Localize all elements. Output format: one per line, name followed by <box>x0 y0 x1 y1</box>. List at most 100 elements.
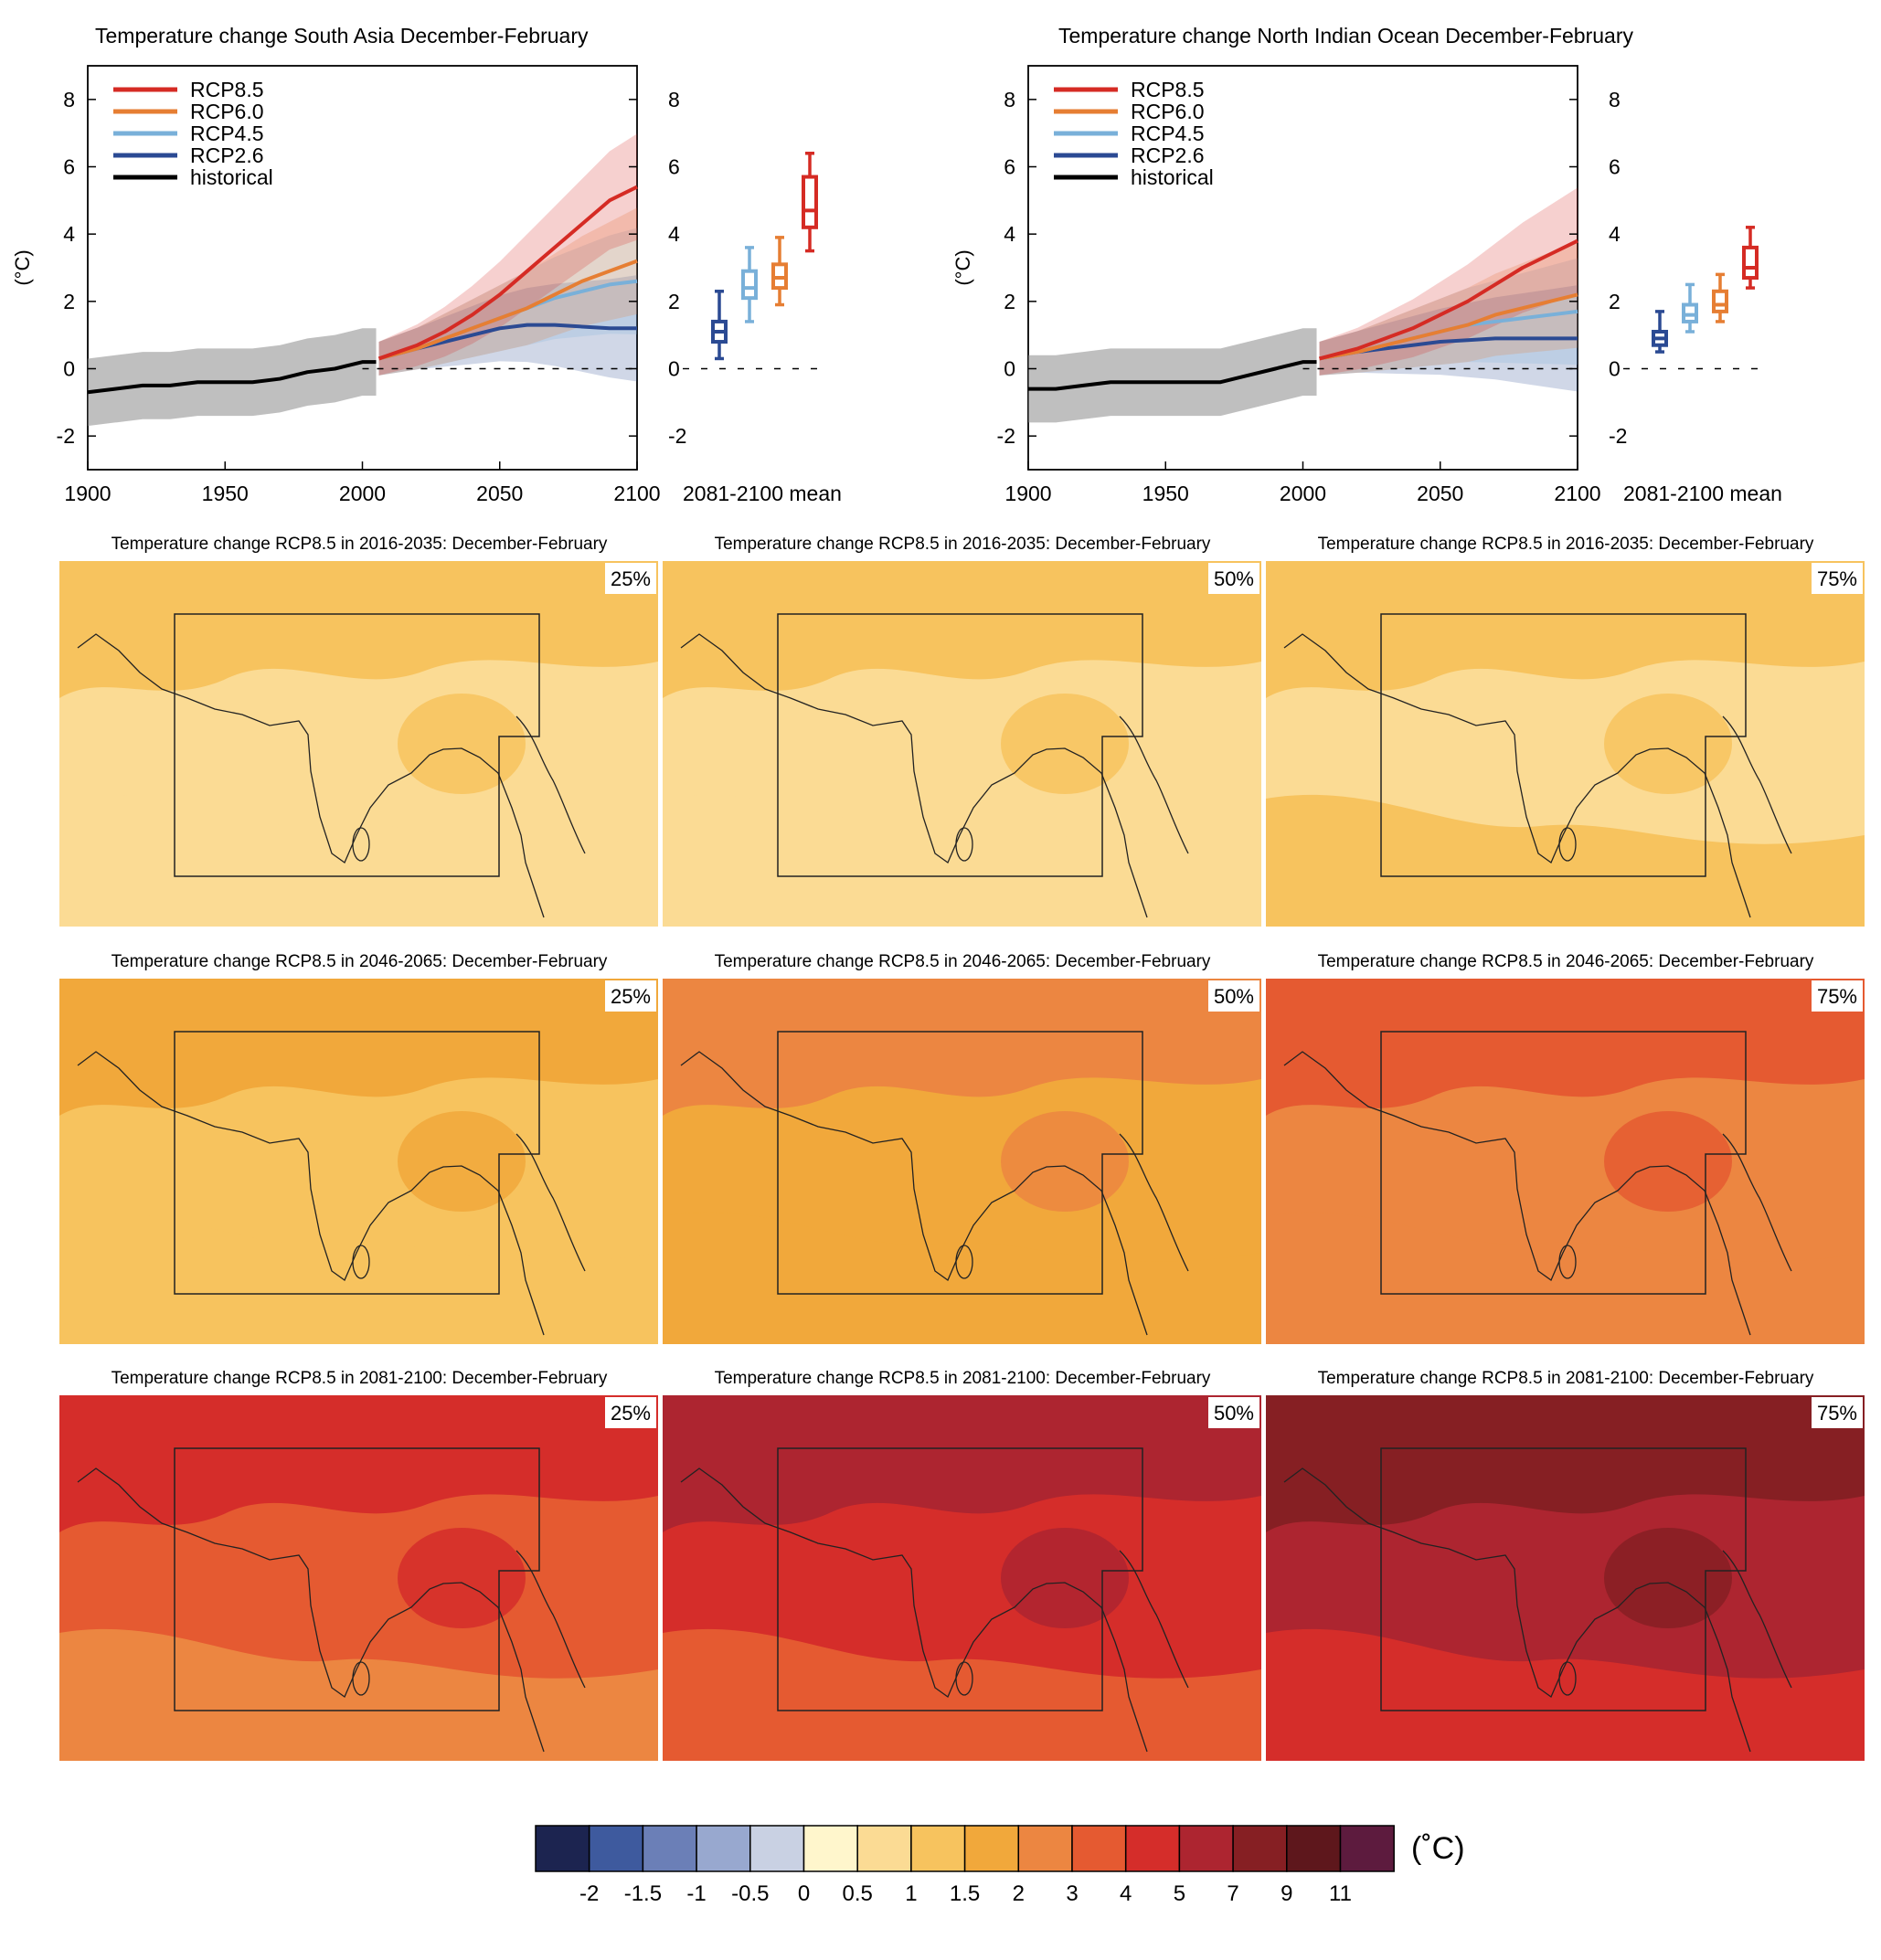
coastline <box>1722 715 1792 854</box>
percentile-label: 25% <box>604 980 656 1012</box>
map-panel: 75% <box>1266 979 1865 1344</box>
x-tick-label: 1950 <box>202 482 249 505</box>
box-panel-label: 2081-2100 mean <box>1623 482 1782 505</box>
x-tick-label: 2050 <box>476 482 523 505</box>
legend-entry: RCP4.5 <box>1131 122 1205 145</box>
y-tick-label-right: 4 <box>668 222 680 246</box>
map-contour-north <box>59 979 658 1116</box>
island-outline <box>955 1245 973 1279</box>
x-tick-label: 1900 <box>64 482 111 505</box>
box-rcp45 <box>741 269 758 301</box>
map-panel: 75% <box>1266 1395 1865 1761</box>
map-contour-north <box>663 1395 1261 1532</box>
map-contour-patch <box>1001 694 1129 794</box>
coastline <box>77 633 545 918</box>
north-indian-ocean-timeseries: Temperature change North Indian Ocean De… <box>940 0 1881 521</box>
map-panel: 25% <box>59 561 658 927</box>
map-contour-patch <box>1001 1528 1129 1628</box>
map-svg <box>1266 561 1865 927</box>
map-title: Temperature change RCP8.5 in 2016-2035: … <box>1317 535 1814 554</box>
map-svg <box>59 979 658 1344</box>
coastline <box>680 1051 1148 1336</box>
coastline <box>77 1467 545 1753</box>
region-box <box>777 1447 1143 1711</box>
colorbar-swatch <box>535 1825 590 1872</box>
map-title: Temperature change RCP8.5 in 2016-2035: … <box>111 535 608 554</box>
colorbar-tick-label: 1.5 <box>950 1881 980 1906</box>
map-title: Temperature change RCP8.5 in 2046-2065: … <box>714 952 1211 971</box>
legend-entry: RCP2.6 <box>1131 143 1205 167</box>
map-title: Temperature change RCP8.5 in 2016-2035: … <box>714 535 1211 554</box>
coastline <box>1283 1467 1751 1753</box>
island-outline <box>1558 1661 1577 1696</box>
map-title: Temperature change RCP8.5 in 2046-2065: … <box>111 952 608 971</box>
colorbar-swatch <box>696 1825 751 1872</box>
map-title: Temperature change RCP8.5 in 2046-2065: … <box>1317 952 1814 971</box>
y-tick-label: 0 <box>63 357 75 381</box>
map-svg <box>1266 1395 1865 1761</box>
series-line-historical <box>1028 360 1317 391</box>
box-rcp60 <box>1712 289 1728 313</box>
percentile-label: 75% <box>1811 563 1863 594</box>
coastline <box>680 1467 1148 1753</box>
legend-entry: RCP8.5 <box>1131 78 1205 101</box>
map-contour-north <box>1266 561 1865 698</box>
map-contour-patch <box>398 694 526 794</box>
colorbar-swatch <box>1124 1825 1181 1872</box>
box-rcp85 <box>802 175 818 229</box>
y-tick-label: 0 <box>1004 357 1015 381</box>
colorbar-swatch <box>910 1825 966 1872</box>
colorbar-tick-label: 2 <box>1013 1881 1025 1906</box>
map-panel: 25% <box>59 1395 658 1761</box>
region-box <box>174 1447 540 1711</box>
legend-entry: RCP8.5 <box>190 78 264 101</box>
map-svg <box>663 979 1261 1344</box>
y-tick-label: 6 <box>63 155 75 179</box>
y-tick-label-right: 8 <box>1609 88 1621 111</box>
y-tick-label: 4 <box>63 222 75 246</box>
colorbar-tick-label: 5 <box>1174 1881 1185 1906</box>
y-tick-label-right: -2 <box>668 424 686 448</box>
ensemble-band-rcp85 <box>378 133 637 376</box>
region-box <box>174 1031 540 1295</box>
x-tick-label: 2100 <box>613 482 660 505</box>
colorbar-unit: (˚C) <box>1411 1831 1465 1866</box>
percentile-label: 25% <box>604 1397 656 1428</box>
map-contour-patch <box>1604 694 1732 794</box>
map-title: Temperature change RCP8.5 in 2081-2100: … <box>714 1369 1211 1388</box>
y-tick-label: -2 <box>997 424 1015 448</box>
map-contour-north <box>1266 1395 1865 1532</box>
percentile-label: 75% <box>1811 1397 1863 1428</box>
region-box <box>1380 1031 1747 1295</box>
series-line-rcp85 <box>1319 238 1578 361</box>
y-tick-label-right: 6 <box>668 155 680 179</box>
region-box <box>174 613 540 877</box>
percentile-label: 50% <box>1207 1397 1259 1428</box>
colorbar-tick-label: 9 <box>1281 1881 1292 1906</box>
x-tick-label: 2000 <box>339 482 386 505</box>
series-line-rcp60 <box>378 259 638 361</box>
island-outline <box>352 1661 370 1696</box>
map-contour-patch <box>398 1111 526 1212</box>
x-tick-label: 2000 <box>1280 482 1326 505</box>
legend-entry: historical <box>1131 165 1214 189</box>
chart-svg: 1900 1950 2000 2050 2100 -2 -2 0 0 2 2 4 4 6 6 8 8 (°C) RC… <box>11 65 842 505</box>
colorbar: -2 -1.5 -1 -0.5 0 0.5 1 1.5 2 3 4 5 7 9 11 (˚C) <box>0 1818 1881 1928</box>
x-tick-label: 1900 <box>1004 482 1051 505</box>
x-tick-label: 2050 <box>1417 482 1463 505</box>
colorbar-tick-label: 3 <box>1066 1881 1078 1906</box>
map-panel: 50% <box>663 1395 1261 1761</box>
coastline <box>515 1550 586 1689</box>
coastline <box>1283 633 1751 918</box>
map-svg <box>59 1395 658 1761</box>
coastline <box>515 1133 586 1272</box>
colorbar-swatch <box>588 1825 644 1872</box>
plot-frame <box>1027 65 1578 471</box>
colorbar-swatch <box>1017 1825 1073 1872</box>
coastline <box>1283 1051 1751 1336</box>
map-panel: 50% <box>663 561 1261 927</box>
map-contour-patch <box>1001 1111 1129 1212</box>
map-contour-north <box>663 979 1261 1116</box>
region-box <box>1380 1447 1747 1711</box>
percentile-label: 25% <box>604 563 656 594</box>
